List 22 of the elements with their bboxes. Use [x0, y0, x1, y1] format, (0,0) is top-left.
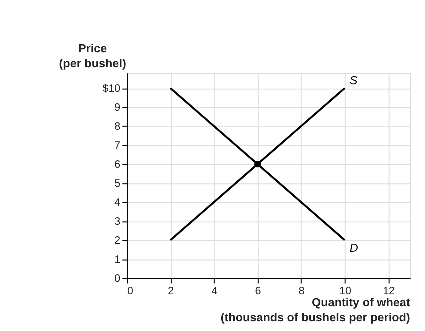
- y-tick-label: 6: [114, 158, 121, 171]
- y-tick-label: 3: [114, 216, 121, 228]
- x-tick-label: 2: [168, 285, 174, 298]
- y-tick-label: 8: [114, 120, 121, 133]
- x-axis-title: Quantity of wheat (thousands of bushels per period): [220, 296, 410, 324]
- x-tick-label: 6: [255, 285, 262, 298]
- x-tick-label: 10: [339, 285, 352, 298]
- y-axis-title: Price (per bushel): [59, 42, 126, 70]
- y-tick-label: 4: [114, 196, 121, 209]
- y-tick-label: $10: [102, 82, 121, 95]
- y-tick-label: 5: [114, 178, 121, 190]
- y-tick-label: 0: [114, 272, 121, 285]
- y-tick-label: 9: [114, 102, 121, 114]
- y-tick-label: 2: [114, 234, 121, 247]
- y-tick-label: 7: [114, 140, 121, 152]
- series-label: S: [350, 74, 358, 88]
- series-label: D: [350, 242, 359, 256]
- x-tick-label: 4: [212, 285, 218, 298]
- x-tick-label: 12: [383, 285, 396, 298]
- y-tick-label: 1: [114, 254, 121, 266]
- x-tick-label: 8: [298, 285, 305, 298]
- x-tick-label: 0: [128, 285, 134, 298]
